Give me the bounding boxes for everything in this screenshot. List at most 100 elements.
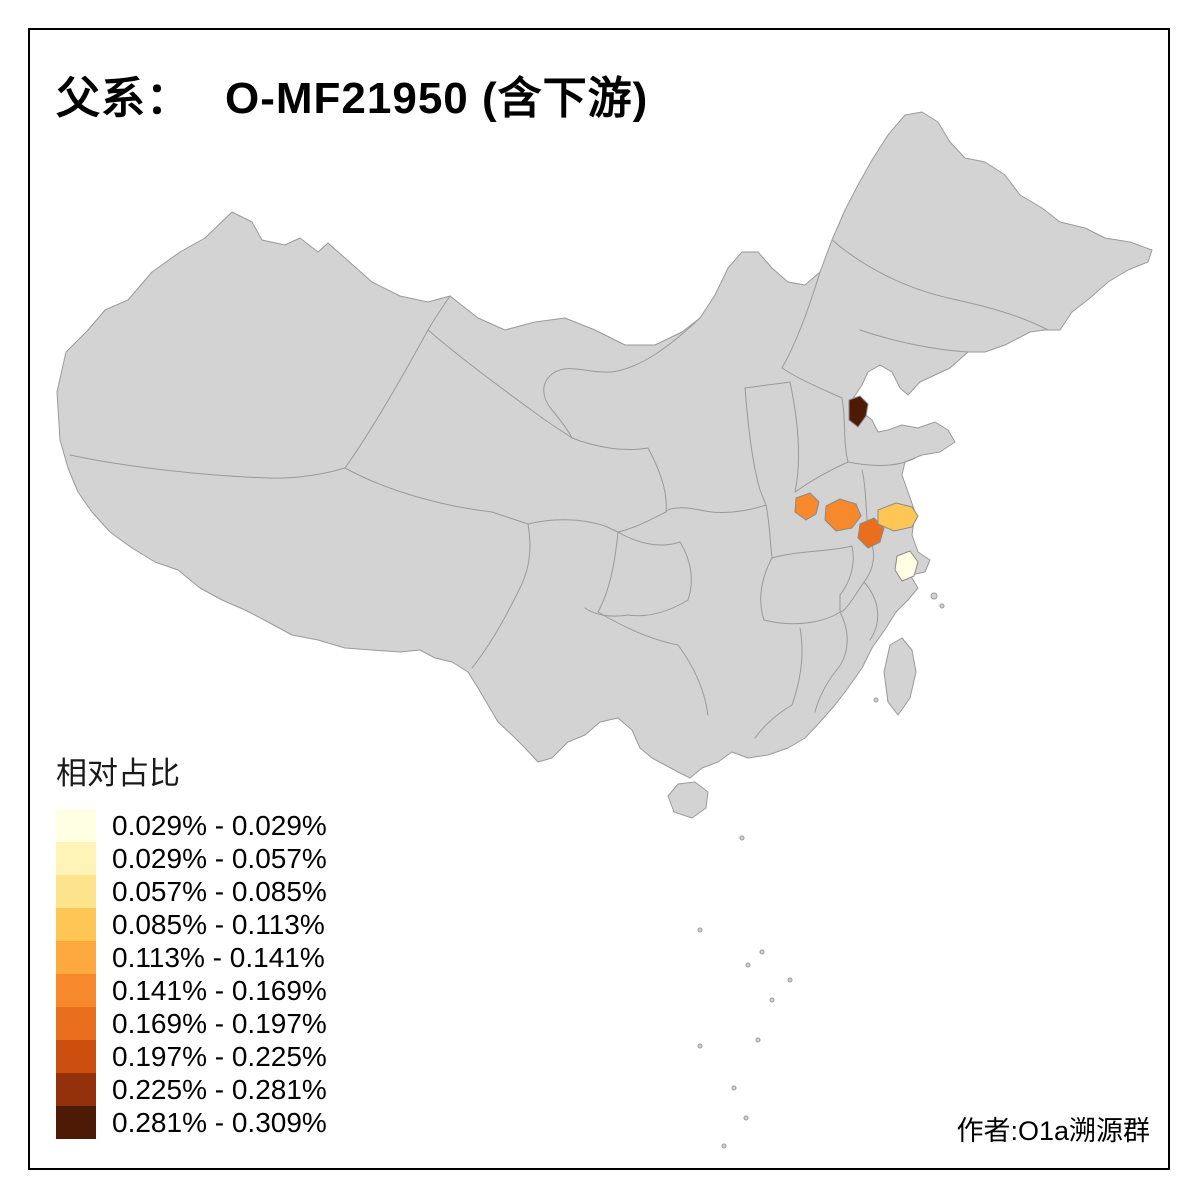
title-haplogroup: O-MF21950 (含下游) [225, 74, 649, 123]
island-speck [745, 962, 751, 968]
island-speck [739, 835, 745, 841]
legend-item: 0.225% - 0.281% [56, 1073, 327, 1106]
province-border [839, 581, 865, 613]
highlight-region-pale-yellow [894, 550, 919, 582]
legend-swatch [56, 1040, 96, 1073]
province-border [744, 387, 767, 506]
island-speck [930, 592, 938, 600]
hainan-island [667, 781, 709, 819]
legend-swatch-color [56, 974, 96, 1007]
island-speck [697, 927, 703, 933]
legend-label: 0.085% - 0.113% [112, 908, 325, 940]
legend-label: 0.057% - 0.085% [112, 875, 327, 907]
legend-swatch-color [56, 1007, 96, 1040]
legend: 相对占比 0.029% - 0.029% 0.029% - 0.057% 0.0… [56, 748, 327, 1139]
province-border [69, 454, 346, 479]
legend-swatch-color [56, 1073, 96, 1106]
province-border [781, 271, 821, 369]
province-border [763, 611, 841, 625]
province-border [789, 381, 800, 493]
province-border [665, 504, 767, 513]
highlight-region-darkest [848, 395, 869, 428]
legend-swatch-color [56, 1106, 96, 1139]
province-border [754, 704, 793, 739]
legend-label: 0.197% - 0.225% [112, 1040, 327, 1072]
legend-label: 0.113% - 0.141% [112, 941, 325, 973]
highlight-regions [794, 395, 919, 582]
highlight-region-light-orange [877, 502, 919, 532]
province-border [765, 504, 773, 559]
province-border [859, 329, 969, 353]
highlight-region-deep-orange [857, 517, 885, 549]
province-border [597, 611, 679, 646]
island-speck [769, 997, 775, 1003]
legend-label: 0.169% - 0.197% [112, 1007, 327, 1039]
legend-swatch [56, 809, 96, 842]
province-border [427, 329, 573, 439]
legend-swatch-color [56, 809, 96, 842]
province-border [617, 511, 667, 533]
province-border [543, 317, 701, 439]
legend-label: 0.141% - 0.169% [112, 974, 327, 1006]
province-border [527, 519, 619, 533]
legend-swatch [56, 875, 96, 908]
island-speck [755, 1037, 761, 1043]
legend-item: 0.057% - 0.085% [56, 875, 327, 908]
province-border [679, 541, 692, 601]
legend-label: 0.029% - 0.029% [112, 809, 327, 841]
province-border [841, 397, 849, 463]
attribution: 作者:O1a溯源群 [956, 1116, 1150, 1146]
sea-islands [697, 592, 945, 1149]
legend-item: 0.085% - 0.113% [56, 908, 327, 941]
legend-swatch [56, 1007, 96, 1040]
page-title: 父系： O-MF21950 (含下游) [56, 62, 648, 126]
province-border [677, 644, 709, 716]
legend-item: 0.197% - 0.225% [56, 1040, 327, 1073]
province-border [571, 437, 649, 451]
province-border [839, 545, 854, 596]
legend-item: 0.141% - 0.169% [56, 974, 327, 1007]
province-border [831, 239, 1049, 331]
island-speck [731, 1085, 737, 1091]
island-speck [743, 1115, 749, 1121]
legend-swatch-color [56, 908, 96, 941]
legend-swatch [56, 1073, 96, 1106]
highlight-region-mid-orange [824, 498, 862, 532]
legend-item: 0.029% - 0.029% [56, 809, 327, 842]
province-border [744, 381, 791, 389]
province-border [344, 467, 529, 525]
legend-item: 0.113% - 0.141% [56, 941, 327, 974]
island-speck [939, 603, 945, 609]
island-speck [787, 977, 793, 983]
province-border [781, 367, 843, 399]
province-border [863, 581, 879, 641]
province-border [617, 531, 681, 546]
island-speck [873, 697, 879, 703]
province-border [627, 599, 689, 617]
legend-swatch [56, 842, 96, 875]
province-border [847, 457, 916, 466]
taiwan-island [883, 637, 917, 716]
legend-label: 0.225% - 0.281% [112, 1073, 327, 1105]
province-border [597, 531, 619, 613]
province-border [584, 607, 629, 617]
island-speck [721, 1143, 727, 1149]
legend-swatch [56, 1106, 96, 1139]
province-border [791, 627, 803, 706]
legend-label: 0.029% - 0.057% [112, 842, 327, 874]
legend-swatch [56, 941, 96, 974]
legend-swatch-color [56, 1040, 96, 1073]
legend-swatch [56, 908, 96, 941]
legend-swatch-color [56, 842, 96, 875]
legend-swatch-color [56, 941, 96, 974]
legend-label: 0.281% - 0.309% [112, 1106, 327, 1138]
highlight-region-west-orange [794, 492, 820, 521]
province-border [647, 447, 667, 513]
mainland-outline [56, 111, 1153, 779]
province-border [794, 461, 849, 493]
province-border [814, 611, 848, 713]
title-prefix: 父系： [56, 74, 191, 123]
legend-item: 0.281% - 0.309% [56, 1106, 327, 1139]
